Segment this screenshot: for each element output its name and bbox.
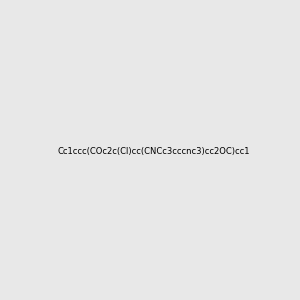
- Text: Cc1ccc(COc2c(Cl)cc(CNCc3cccnc3)cc2OC)cc1: Cc1ccc(COc2c(Cl)cc(CNCc3cccnc3)cc2OC)cc1: [58, 147, 250, 156]
